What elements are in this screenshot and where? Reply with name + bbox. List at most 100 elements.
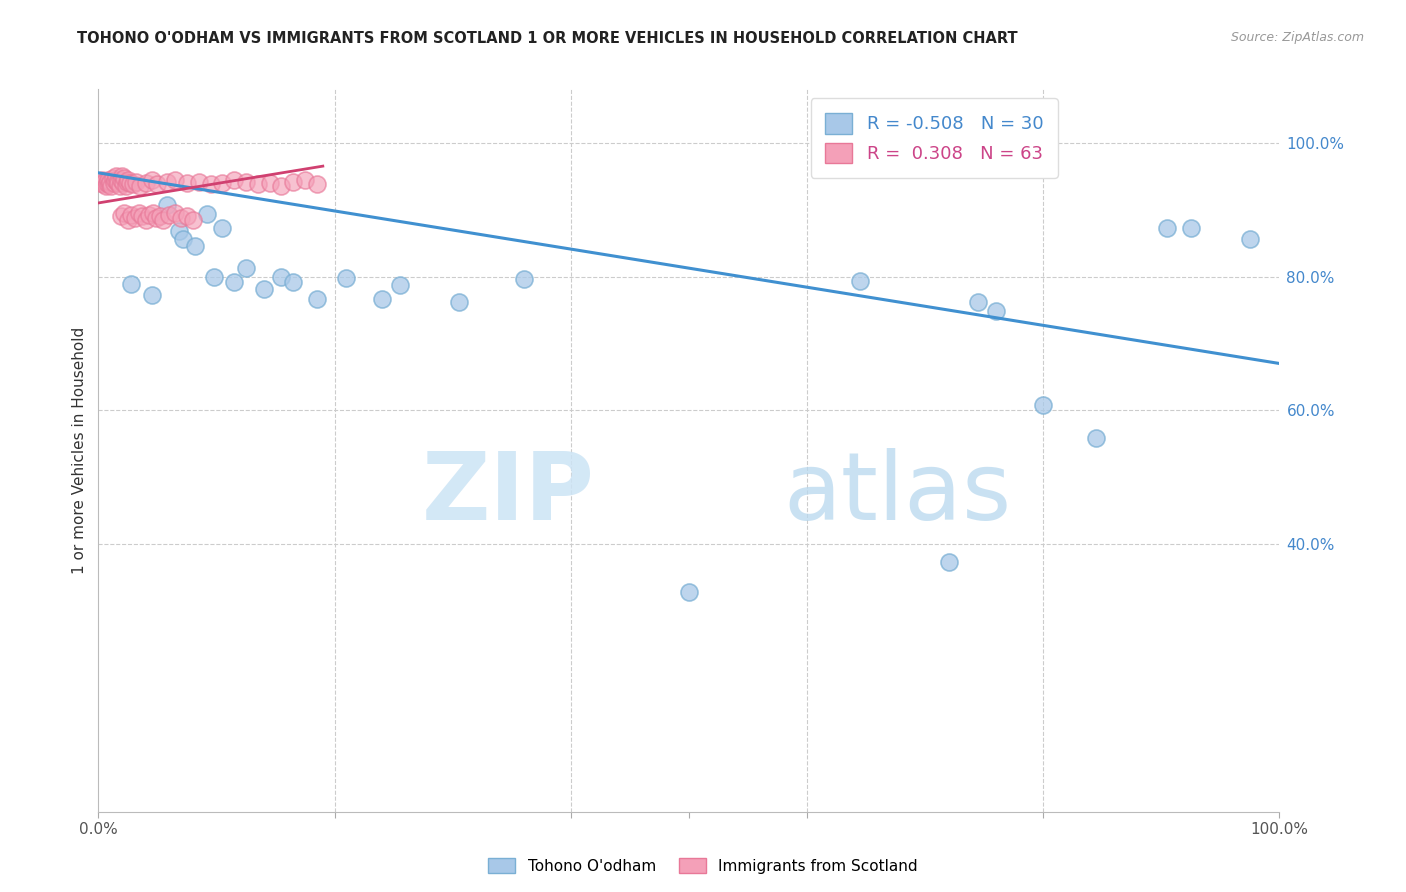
Point: [984, 304, 1007, 318]
Point: [371, 293, 394, 307]
Point: [149, 210, 172, 224]
Point: [1180, 221, 1202, 235]
Point: [91, 172, 114, 186]
Point: [246, 178, 269, 192]
Point: [101, 170, 124, 185]
Point: [121, 277, 143, 291]
Point: [305, 178, 328, 192]
Point: [235, 261, 257, 276]
Point: [283, 275, 305, 289]
Point: [1085, 432, 1108, 446]
Point: [253, 282, 276, 296]
Point: [678, 585, 700, 599]
Point: [115, 175, 138, 189]
Point: [107, 176, 129, 190]
Point: [211, 221, 233, 235]
Point: [211, 176, 233, 190]
Point: [388, 277, 411, 292]
Point: [112, 170, 135, 185]
Point: [142, 206, 165, 220]
Point: [97, 172, 120, 186]
Point: [138, 208, 160, 222]
Point: [98, 175, 121, 189]
Text: atlas: atlas: [783, 448, 1012, 540]
Point: [100, 178, 122, 193]
Point: [128, 206, 150, 220]
Point: [105, 175, 128, 189]
Point: [157, 208, 180, 222]
Point: [117, 212, 139, 227]
Point: [165, 206, 187, 220]
Point: [172, 232, 194, 246]
Point: [135, 212, 157, 227]
Point: [125, 175, 148, 189]
Point: [141, 172, 163, 186]
Point: [110, 172, 132, 186]
Point: [112, 176, 135, 190]
Legend: R = -0.508   N = 30, R =  0.308   N = 63: R = -0.508 N = 30, R = 0.308 N = 63: [811, 98, 1057, 178]
Point: [195, 207, 218, 221]
Point: [447, 294, 470, 310]
Point: [1239, 232, 1261, 246]
Point: [202, 269, 225, 284]
Point: [200, 178, 222, 192]
Point: [181, 212, 204, 227]
Point: [224, 172, 246, 186]
Point: [105, 169, 128, 184]
Point: [117, 172, 139, 186]
Text: ZIP: ZIP: [422, 448, 595, 540]
Point: [108, 178, 131, 193]
Y-axis label: 1 or more Vehicles in Household: 1 or more Vehicles in Household: [72, 326, 87, 574]
Point: [98, 178, 121, 192]
Point: [121, 178, 143, 192]
Point: [112, 206, 135, 220]
Point: [104, 172, 127, 186]
Point: [259, 176, 281, 190]
Point: [184, 239, 207, 253]
Point: [145, 211, 167, 225]
Point: [235, 175, 257, 189]
Point: [91, 178, 114, 192]
Point: [110, 210, 132, 224]
Legend: Tohono O'odham, Immigrants from Scotland: Tohono O'odham, Immigrants from Scotland: [482, 852, 924, 880]
Point: [114, 178, 136, 193]
Text: TOHONO O'ODHAM VS IMMIGRANTS FROM SCOTLAND 1 OR MORE VEHICLES IN HOUSEHOLD CORRE: TOHONO O'ODHAM VS IMMIGRANTS FROM SCOTLA…: [77, 31, 1018, 46]
Point: [283, 175, 305, 189]
Point: [121, 208, 143, 222]
Point: [111, 169, 134, 184]
Point: [128, 178, 150, 193]
Point: [512, 272, 534, 286]
Point: [849, 274, 872, 288]
Point: [176, 176, 198, 190]
Point: [93, 175, 115, 189]
Point: [96, 176, 118, 190]
Point: [146, 178, 169, 192]
Point: [120, 176, 142, 190]
Point: [170, 211, 193, 225]
Point: [938, 555, 960, 569]
Point: [156, 175, 179, 189]
Point: [270, 178, 292, 193]
Point: [967, 294, 990, 310]
Point: [224, 275, 246, 289]
Point: [103, 176, 125, 190]
Text: Source: ZipAtlas.com: Source: ZipAtlas.com: [1230, 31, 1364, 45]
Point: [135, 176, 157, 190]
Point: [165, 172, 187, 186]
Point: [187, 175, 209, 189]
Point: [1032, 398, 1054, 412]
Point: [90, 176, 112, 190]
Point: [131, 210, 153, 224]
Point: [176, 210, 198, 224]
Point: [305, 293, 328, 307]
Point: [156, 198, 179, 212]
Point: [152, 212, 174, 227]
Point: [124, 211, 146, 225]
Point: [141, 288, 163, 302]
Point: [167, 224, 190, 238]
Point: [335, 271, 357, 285]
Point: [270, 269, 292, 284]
Point: [294, 172, 316, 186]
Point: [94, 178, 117, 193]
Point: [1156, 221, 1178, 235]
